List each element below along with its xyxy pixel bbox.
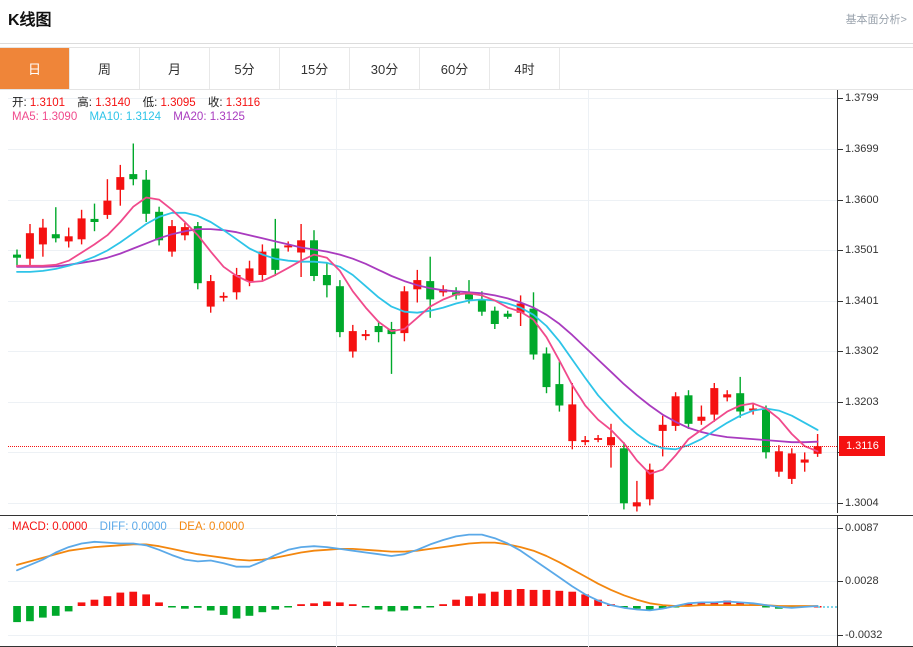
ma20-label: MA20: <box>173 111 207 123</box>
tab-2[interactable]: 周 <box>70 48 140 89</box>
ohlc-legend: 开: 1.3101 高: 1.3140 低: 1.3095 收: 1.3116 <box>12 94 269 110</box>
macd-label: MACD: <box>12 521 50 533</box>
price-gridline <box>8 98 837 100</box>
ma-legend: MA5: 1.3090 MA10: 1.3124 MA20: 1.3125 <box>12 111 254 123</box>
tab-6[interactable]: 30分 <box>350 48 420 89</box>
macd-y-axis: 0.0087 0.0028 -0.0032 <box>837 515 913 647</box>
macd-axis-tick: 0.0028 <box>838 575 879 587</box>
price-axis-tick: 1.3203 <box>838 396 879 408</box>
page-title: K线图 <box>8 12 52 29</box>
low-label: 低: <box>142 97 158 109</box>
macd-value: 0.0000 <box>52 521 88 533</box>
macd-gridline-vertical <box>335 515 337 647</box>
dea-value: 0.0000 <box>209 521 245 533</box>
tab-label: 日 <box>27 62 41 77</box>
tab-label: 30分 <box>370 62 399 77</box>
chart-frame: 1.3799 1.3699 1.3600 1.3501 1.3401 1.3302 1.32… <box>0 90 913 647</box>
macd-gridline-vertical <box>588 515 590 647</box>
tab-8[interactable]: 4时 <box>490 48 560 89</box>
macd-plot-area[interactable] <box>8 515 837 647</box>
macd-gridline <box>8 581 837 582</box>
last-price-line <box>8 446 837 448</box>
tab-4[interactable]: 5分 <box>210 48 280 89</box>
price-gridline <box>8 401 837 403</box>
price-gridline <box>8 503 837 505</box>
macd-panel-top-divider <box>0 515 913 516</box>
price-axis-tick: 1.3004 <box>838 497 879 509</box>
macd-histogram-series <box>13 533 822 623</box>
tab-7[interactable]: 60分 <box>420 48 490 89</box>
candlestick-series <box>13 143 822 512</box>
fundamental-analysis-link[interactable]: 基本面分析> <box>845 14 907 26</box>
tabbar-filler <box>560 48 913 89</box>
high-value: 1.3140 <box>95 97 131 109</box>
last-price-badge: 1.3116 <box>839 436 885 457</box>
tab-1[interactable]: 日 <box>0 48 70 89</box>
ma10-value: 1.3124 <box>125 111 162 123</box>
close-value: 1.3116 <box>225 97 261 109</box>
diff-value: 0.0000 <box>131 521 167 533</box>
high-label: 高: <box>77 97 92 109</box>
ma20-value: 1.3125 <box>209 111 245 123</box>
tab-label: 4时 <box>514 62 535 77</box>
macd-panel: 0.0087 0.0028 -0.0032 MACD: 0.0000 DIFF: 0… <box>0 515 913 647</box>
price-axis-tick: 1.3401 <box>838 295 879 307</box>
macd-axis-tick: -0.0032 <box>838 629 882 641</box>
open-value: 1.3101 <box>29 97 66 109</box>
tab-5[interactable]: 15分 <box>280 48 350 89</box>
price-y-axis: 1.3799 1.3699 1.3600 1.3501 1.3401 1.3302 1.32… <box>837 90 913 513</box>
macd-legend: MACD: 0.0000 DIFF: 0.0000 DEA: 0.0000 <box>12 521 253 533</box>
low-value: 1.3095 <box>160 97 196 109</box>
macd-zero-line <box>817 606 837 608</box>
macd-gridline <box>8 528 837 530</box>
price-gridline <box>8 149 837 151</box>
timeframe-tabbar: 日 周 月 5分 15分 30分 60分 4时 <box>0 47 913 90</box>
price-gridline <box>8 351 837 353</box>
tab-label: 月 <box>167 62 181 77</box>
price-axis-tick: 1.3699 <box>838 143 879 155</box>
price-gridline <box>8 250 837 251</box>
tab-3[interactable]: 月 <box>140 48 210 89</box>
tab-label: 15分 <box>300 62 329 77</box>
macd-axis-tick: 0.0087 <box>838 522 879 534</box>
price-axis-tick: 1.3600 <box>838 194 879 206</box>
price-gridline-vertical <box>588 90 590 513</box>
diff-label: DIFF: <box>99 521 129 533</box>
price-axis-tick: 1.3302 <box>838 345 879 357</box>
tab-label: 周 <box>97 62 111 77</box>
tab-label: 60分 <box>440 62 469 77</box>
ma5-value: 1.3090 <box>42 111 78 123</box>
open-label: 开: <box>12 97 27 109</box>
price-gridline <box>8 301 837 302</box>
tab-label: 5分 <box>234 62 255 77</box>
close-label: 收: <box>207 97 223 109</box>
header: K线图 基本面分析> <box>0 0 913 44</box>
price-panel: 1.3799 1.3699 1.3600 1.3501 1.3401 1.3302 1.32… <box>0 90 913 513</box>
ma10-label: MA10: <box>89 111 123 123</box>
price-axis-tick: 1.3501 <box>838 244 879 256</box>
price-gridline <box>8 199 837 201</box>
dea-label: DEA: <box>179 521 206 533</box>
price-plot-area[interactable] <box>8 90 837 513</box>
price-gridline <box>8 452 837 454</box>
macd-gridline <box>8 634 837 636</box>
ma5-label: MA5: <box>12 111 39 123</box>
price-axis-tick: 1.3799 <box>838 92 879 104</box>
